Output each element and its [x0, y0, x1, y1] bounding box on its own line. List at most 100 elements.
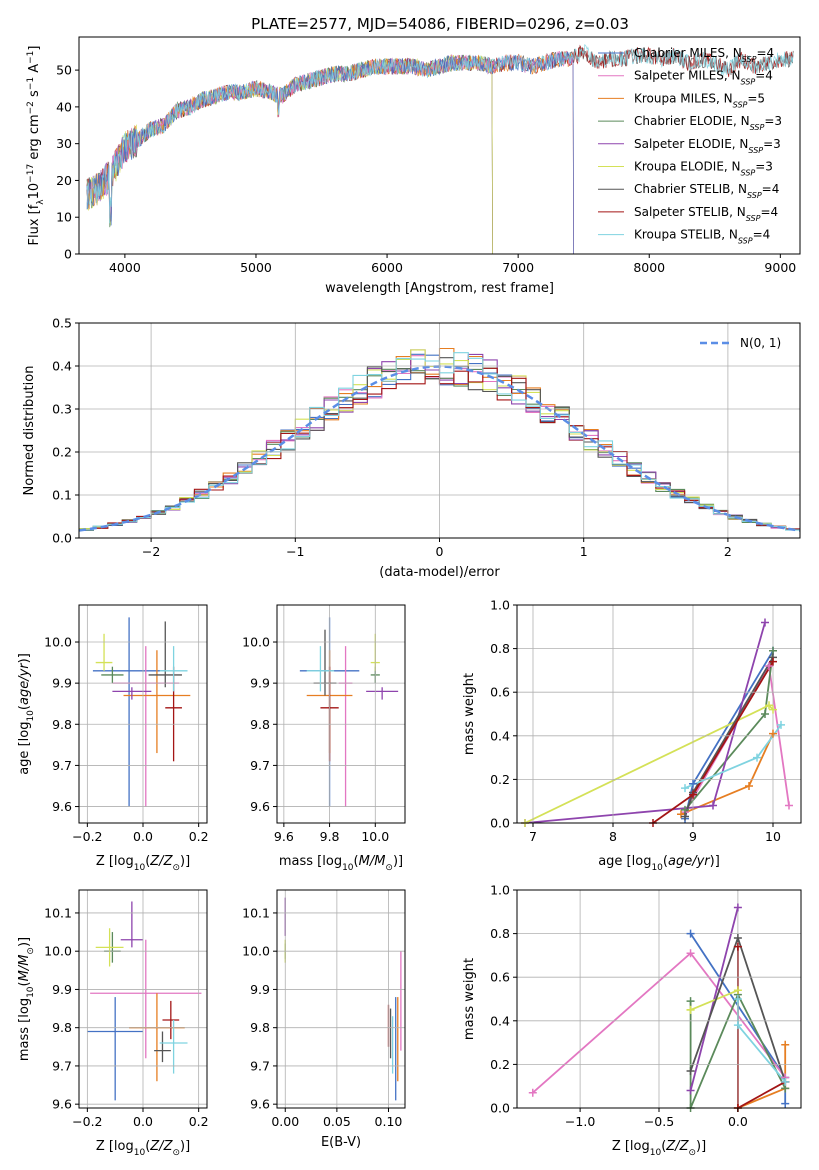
y-tick-label: 0.4	[490, 1013, 510, 1028]
y-tick-label: 0.5	[52, 316, 72, 331]
y-tick-label: 1.0	[490, 883, 510, 898]
x-tick-label: 9.6	[274, 829, 294, 844]
y-tick-label: 9.9	[250, 982, 270, 997]
legend-label: Salpeter STELIB, NSSP=4	[634, 205, 778, 223]
y-axis-label: Normed distribution	[22, 366, 37, 496]
x-tick-label: −0.2	[72, 1114, 102, 1129]
x-axis-label: Z [log10(Z/Z⊙)]	[612, 1139, 706, 1158]
label-part: ⊙	[172, 1148, 180, 1158]
weight-marker	[733, 933, 742, 942]
label-part: λ	[36, 199, 46, 205]
weight-marker	[689, 790, 697, 799]
label-part: −1	[26, 51, 36, 64]
weight-marker	[785, 801, 793, 810]
label-part: mass [log	[17, 998, 32, 1061]
label-part: age/yr	[17, 662, 32, 705]
label-part: age [log	[598, 854, 651, 869]
x-tick-label: 0.0	[133, 1114, 153, 1129]
weight-line	[689, 992, 787, 1108]
y-tick-label: 10.1	[242, 905, 270, 920]
y-tick-label: 9.9	[52, 982, 72, 997]
x-axis-label: age [log10(age/yr)]	[598, 854, 720, 873]
x-tick-label: 8000	[633, 260, 665, 275]
weight-marker	[686, 997, 695, 1006]
y-axis-label: mass weight	[462, 673, 477, 755]
legend-sub: SSP	[750, 123, 765, 132]
legend-name: Chabrier ELODIE, N	[634, 114, 750, 128]
label-part: Z/Z	[149, 1139, 173, 1154]
label-part: )]	[393, 854, 403, 869]
x-tick-label: 5000	[240, 260, 272, 275]
legend-name: Chabrier STELIB, N	[634, 182, 747, 196]
x-tick-label: 0.10	[375, 1114, 403, 1129]
weight-marker	[733, 942, 742, 951]
y-tick-label: 9.8	[250, 1020, 270, 1035]
x-axis-label: mass [log10(M/M⊙)]	[279, 854, 403, 873]
y-tick-label: 9.6	[52, 799, 72, 814]
label-part: ⊙	[385, 863, 393, 873]
y-tick-label: 9.6	[250, 1097, 270, 1112]
weight-marker	[761, 618, 769, 627]
legend-name: Kroupa STELIB, N	[634, 228, 738, 242]
legend-label: Kroupa ELODIE, NSSP=3	[634, 160, 773, 178]
legend-label: Chabrier MILES, NSSP=4	[634, 46, 774, 64]
y-tick-label: 10.1	[44, 905, 72, 920]
weight-marker	[686, 1005, 695, 1014]
x-tick-label: 8	[609, 829, 617, 844]
weight-line	[689, 907, 739, 1091]
label-part: Z [log	[612, 1139, 650, 1154]
weight-marker	[761, 710, 769, 718]
weight-marker	[686, 1066, 695, 1075]
label-part: erg cm	[27, 114, 42, 163]
y-tick-label: 0.8	[490, 641, 510, 656]
label-part: (	[663, 854, 668, 869]
label-part: (	[17, 981, 32, 986]
axes-frame	[78, 36, 801, 255]
label-part: −1	[26, 77, 36, 90]
panel-z_vs_age: −0.2 0.0 0.29.69.79.89.910.0Z [log10(Z/Z⊙)…	[17, 604, 209, 873]
legend-name: Salpeter STELIB, N	[634, 205, 746, 219]
y-tick-label: 9.9	[52, 676, 72, 691]
plot-area	[92, 617, 191, 807]
y-tick-label: 9.8	[250, 717, 270, 732]
y-tick-label: 0.1	[52, 488, 72, 503]
weight-marker	[686, 949, 695, 958]
weight-marker	[689, 779, 697, 788]
plot-area	[86, 44, 794, 254]
label-part: 10	[651, 863, 663, 873]
label-part: Z [log	[96, 1139, 134, 1154]
legend-sub: SSP	[748, 145, 763, 154]
x-tick-label: 9	[689, 829, 697, 844]
y-tick-label: 9.8	[52, 1020, 72, 1035]
y-tick-label: 40	[56, 99, 72, 114]
x-tick-label: 9.8	[320, 829, 340, 844]
weight-marker	[733, 995, 742, 1003]
legend-name: Salpeter ELODIE, N	[634, 137, 748, 151]
x-tick-label: 9000	[764, 260, 796, 275]
y-axis-label: mass weight	[462, 958, 477, 1040]
legend-suffix: =4	[756, 46, 774, 60]
x-axis-label: (data-model)/error	[379, 565, 500, 580]
weight-marker	[769, 705, 777, 714]
weight-marker	[733, 1021, 742, 1030]
y-tick-label: 0.4	[52, 359, 72, 374]
label-part: ⊙	[26, 947, 36, 955]
legend-label: Salpeter ELODIE, NSSP=3	[634, 137, 781, 155]
weight-line	[680, 733, 774, 816]
x-tick-label: 0.05	[323, 1114, 351, 1129]
label-part: 10	[650, 1148, 662, 1158]
y-tick-label: 10.0	[242, 635, 270, 650]
y-tick-label: 30	[56, 136, 72, 151]
x-axis-label: E(B-V)	[321, 1135, 361, 1150]
label-part: 10	[134, 863, 146, 873]
weight-marker	[765, 701, 773, 710]
label-part: ]	[27, 46, 42, 51]
x-tick-label: 1	[580, 544, 588, 559]
y-tick-label: 0.8	[490, 926, 510, 941]
y-tick-label: 9.7	[250, 1058, 270, 1073]
x-tick-label: 2	[724, 544, 732, 559]
y-tick-label: 1.0	[490, 598, 510, 613]
label-part: )]	[710, 854, 720, 869]
label-part: )]	[696, 1139, 706, 1154]
legend-sub: SSP	[747, 191, 762, 200]
